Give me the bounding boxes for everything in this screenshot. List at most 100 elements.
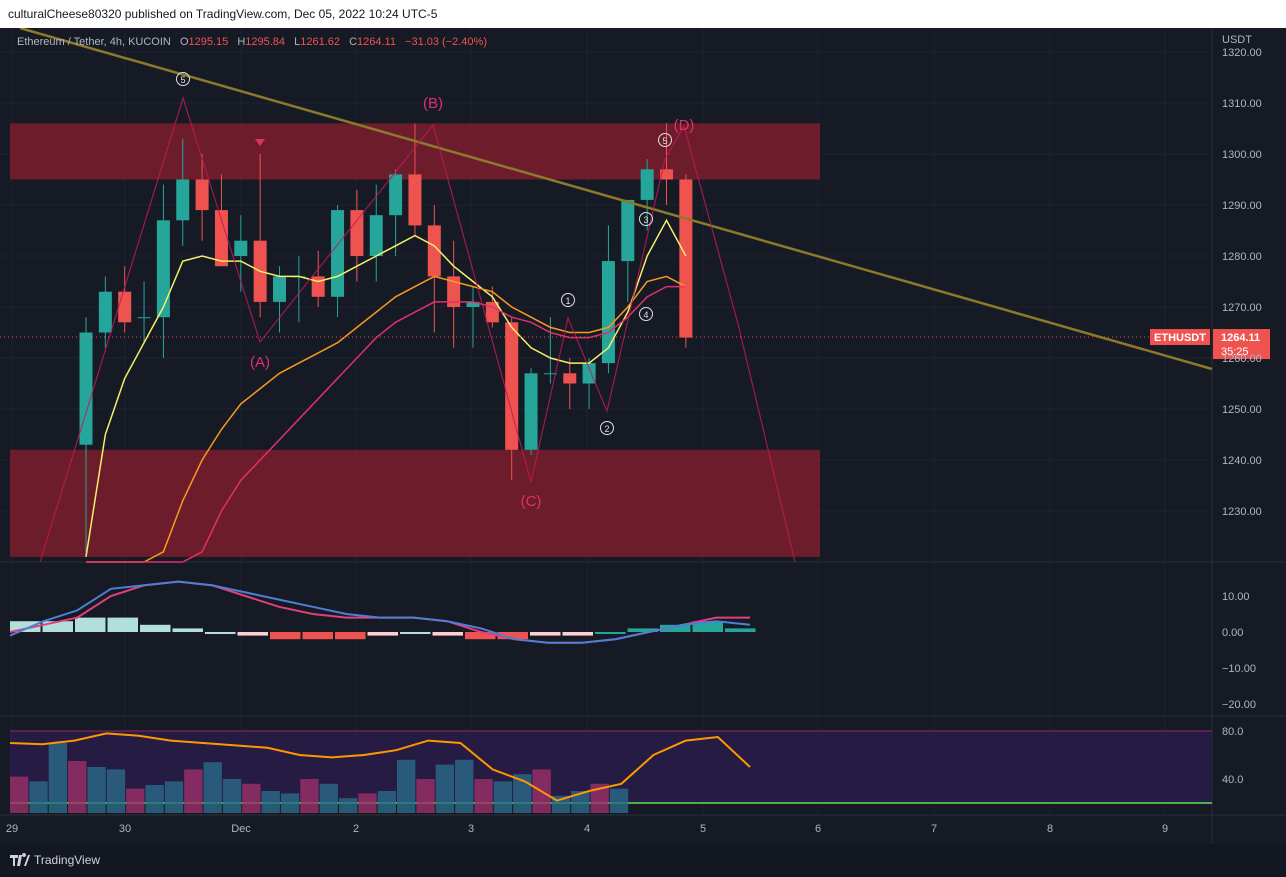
time-tick-label: 3 bbox=[468, 823, 474, 835]
ema-slow-line bbox=[86, 285, 686, 563]
macd-histogram-bar bbox=[367, 632, 398, 636]
macd-histogram-bar bbox=[660, 624, 691, 632]
change-value: −31.03 (−2.40%) bbox=[405, 36, 487, 48]
wave-label: (D) bbox=[674, 117, 695, 134]
time-tick-label: 4 bbox=[584, 823, 590, 835]
volume-bar bbox=[513, 774, 532, 813]
macd-histogram-bar bbox=[627, 628, 658, 632]
supply-demand-zone bbox=[10, 449, 820, 557]
volume-bar bbox=[435, 764, 455, 813]
high-label: H bbox=[237, 36, 246, 48]
candle-body bbox=[389, 174, 403, 216]
time-tick-label: 5 bbox=[700, 823, 706, 835]
volume-bar bbox=[184, 769, 203, 813]
macd-histogram-bar bbox=[42, 621, 73, 632]
candle-body bbox=[679, 179, 693, 338]
time-tick-label: 29 bbox=[6, 823, 18, 835]
wave-label-circle bbox=[658, 133, 672, 147]
wave-label-circle bbox=[561, 293, 575, 307]
symbol-badge-text: ETHUSDT bbox=[1154, 332, 1206, 344]
macd-histogram-bar bbox=[335, 632, 366, 640]
price-tick-label: 1270.00 bbox=[1222, 302, 1262, 314]
candle-body bbox=[543, 373, 557, 375]
macd-histogram-bar bbox=[140, 624, 171, 632]
candle-body bbox=[156, 220, 170, 318]
price-tick-label: 1240.00 bbox=[1222, 455, 1262, 467]
time-tick-label: 2 bbox=[353, 823, 359, 835]
volume-bar bbox=[338, 798, 358, 813]
volume-bar bbox=[87, 767, 106, 813]
candle-body bbox=[505, 322, 519, 450]
price-tick-label: 1260.00 bbox=[1222, 353, 1262, 365]
candle-body bbox=[601, 261, 615, 364]
volume-bar bbox=[377, 791, 396, 813]
candle-body bbox=[485, 301, 499, 323]
macd-histogram-bar bbox=[562, 632, 593, 636]
brand-label: TradingView bbox=[34, 853, 101, 867]
volume-bar bbox=[106, 769, 126, 813]
time-tick-label: 30 bbox=[119, 823, 131, 835]
volume-bar bbox=[590, 783, 609, 813]
close-value: 1264.11 bbox=[357, 36, 396, 48]
macd-histogram-bar bbox=[270, 632, 301, 640]
ema-mid-line bbox=[86, 275, 687, 563]
volume-bar bbox=[145, 785, 164, 813]
symbol-label: Ethereum / Tether, 4h, KUCOIN bbox=[17, 36, 171, 48]
price-tick-label: 1310.00 bbox=[1222, 98, 1262, 110]
open-label: O bbox=[179, 36, 189, 48]
volume-bar bbox=[319, 783, 338, 813]
volume-bar bbox=[261, 791, 280, 813]
volume-bar bbox=[474, 779, 493, 813]
volume-bar bbox=[397, 759, 416, 813]
macd-histogram-bar bbox=[595, 632, 626, 634]
wave-label-circle bbox=[176, 72, 190, 86]
macd-tick-label: 10.00 bbox=[1222, 591, 1250, 603]
wave-label: 2 bbox=[604, 424, 609, 434]
candle-body bbox=[350, 210, 364, 256]
macd-histogram-bar bbox=[205, 632, 236, 634]
symbol-badge bbox=[1150, 329, 1210, 346]
price-tick-label: 1230.00 bbox=[1222, 506, 1262, 518]
price-badge bbox=[1213, 329, 1270, 360]
macd-histogram-bar bbox=[725, 628, 756, 632]
open-value: 1295.15 bbox=[188, 36, 229, 48]
tradingview-logo[interactable]: TradingView bbox=[10, 853, 100, 867]
price-tick-label: 1320.00 bbox=[1222, 47, 1262, 59]
candle-body bbox=[195, 179, 209, 211]
candle-body bbox=[98, 291, 112, 333]
price-tick-label: 1290.00 bbox=[1222, 200, 1262, 212]
candle-body bbox=[524, 373, 538, 450]
time-tick-label: 6 bbox=[815, 823, 821, 835]
macd-histogram-bar bbox=[432, 632, 463, 636]
volume-bar bbox=[455, 759, 474, 813]
candle-body bbox=[447, 276, 461, 307]
wave-label-circle bbox=[600, 421, 614, 435]
volume-bar bbox=[68, 761, 87, 813]
volume-bar bbox=[571, 791, 590, 813]
macd-histogram-bar bbox=[465, 632, 496, 640]
time-tick-label: 8 bbox=[1047, 823, 1053, 835]
macd-histogram-bar bbox=[692, 621, 723, 632]
candle-body bbox=[369, 215, 383, 256]
volume-bar bbox=[126, 788, 145, 813]
wave-label: (A) bbox=[250, 354, 270, 371]
time-tick-label: Dec bbox=[231, 823, 251, 835]
candle-body bbox=[234, 240, 248, 256]
wave-label: 4 bbox=[643, 310, 648, 320]
publish-bar: culturalCheese80320 published on Trading… bbox=[0, 0, 1286, 28]
candle-body bbox=[466, 301, 480, 307]
volume-bar bbox=[609, 788, 629, 813]
volume-bar bbox=[242, 783, 261, 813]
candle-body bbox=[137, 317, 151, 319]
price-tick-label: 1250.00 bbox=[1222, 404, 1262, 416]
high-value: 1295.84 bbox=[245, 36, 286, 48]
candle-body bbox=[176, 179, 190, 221]
time-tick-label: 7 bbox=[931, 823, 937, 835]
price-tick-label: 1300.00 bbox=[1222, 149, 1262, 161]
wave-label: (B) bbox=[423, 95, 443, 112]
macd-histogram-bar bbox=[107, 617, 138, 632]
trendline bbox=[19, 28, 1213, 371]
rsi-tick-label: 80.0 bbox=[1222, 726, 1243, 738]
close-label: C bbox=[349, 36, 358, 48]
